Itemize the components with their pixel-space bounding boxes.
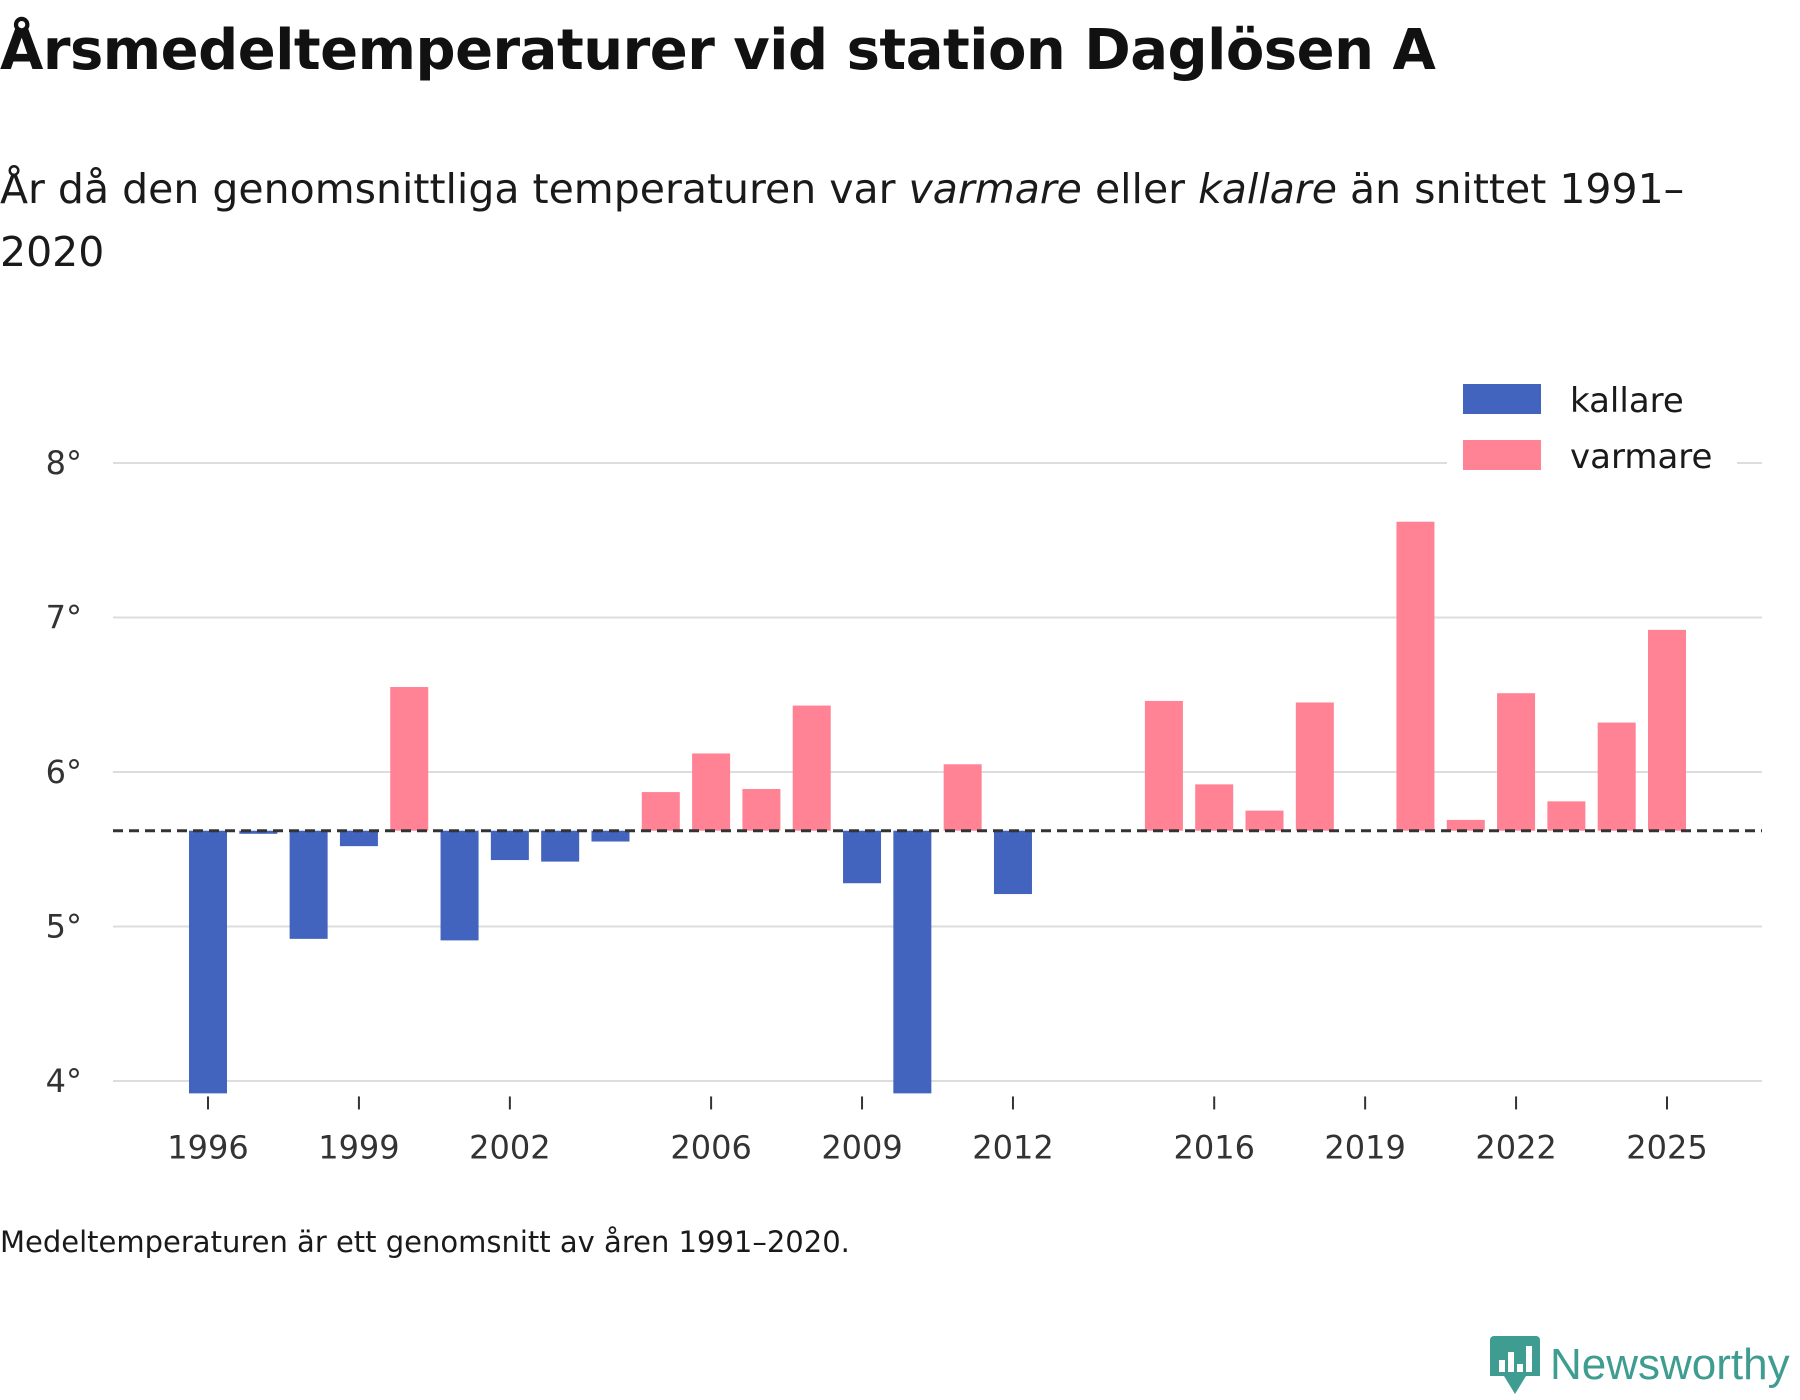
x-tick-label: 2009 xyxy=(821,1128,902,1166)
subtitle-colder-word: kallare xyxy=(1198,165,1337,213)
x-tick-label: 2019 xyxy=(1324,1128,1405,1166)
bar-2004 xyxy=(591,830,630,842)
x-tick-label: 2022 xyxy=(1475,1128,1556,1166)
legend-swatch-colder xyxy=(1463,384,1541,414)
bar-1999 xyxy=(339,830,378,847)
bar-2016 xyxy=(1195,784,1234,831)
x-tick-label: 1999 xyxy=(318,1128,399,1166)
bar-2021 xyxy=(1446,819,1485,831)
x-tick-label: 2012 xyxy=(972,1128,1053,1166)
bar-2022 xyxy=(1497,693,1536,831)
bar-2015 xyxy=(1144,700,1183,831)
legend-label-colder: kallare xyxy=(1570,381,1684,421)
y-tick-label: 8° xyxy=(46,444,82,482)
y-tick-label: 5° xyxy=(46,908,82,946)
subtitle-warmer-word: varmare xyxy=(908,165,1082,213)
x-tick-label: 2016 xyxy=(1173,1128,1254,1166)
subtitle-part-2: eller xyxy=(1081,165,1199,213)
x-tick-label: 1996 xyxy=(167,1128,248,1166)
x-tick-label: 2006 xyxy=(670,1128,751,1166)
x-axis: 1996 1999 2002 2006 2009 2012 2016 2019 2022 2025 xyxy=(167,1096,1708,1166)
bar-1997 xyxy=(239,830,278,834)
y-tick-label: 6° xyxy=(46,753,82,791)
y-gridlines xyxy=(113,462,1762,1082)
bar-1996 xyxy=(189,830,227,1094)
bar-2009 xyxy=(843,830,882,884)
bar-2020 xyxy=(1396,521,1435,831)
legend-swatch-warmer xyxy=(1463,440,1541,470)
footnote: Medeltemperaturen är ett genomsnitt av å… xyxy=(0,1225,850,1259)
legend-label-warmer: varmare xyxy=(1570,437,1712,477)
bar-2024 xyxy=(1597,722,1636,831)
bar-2006 xyxy=(692,753,731,831)
bar-2011 xyxy=(943,764,982,831)
chart-title: Årsmedeltemperaturer vid station Daglöse… xyxy=(0,18,1436,83)
bar-2003 xyxy=(541,830,580,862)
bar-2008 xyxy=(792,705,831,831)
x-tick-label: 2025 xyxy=(1626,1128,1707,1166)
bar-2002 xyxy=(490,830,529,861)
newsworthy-logo-icon xyxy=(1490,1336,1540,1394)
newsworthy-brand[interactable]: Newsworthy xyxy=(1490,1336,1790,1394)
y-axis: 4° 5° 6° 7° 8° xyxy=(46,444,82,1100)
bar-2023 xyxy=(1547,801,1586,831)
bar-1998 xyxy=(289,830,328,939)
bars xyxy=(189,521,1686,1094)
brand-name: Newsworthy xyxy=(1550,1340,1790,1389)
bar-2007 xyxy=(742,788,781,831)
legend: kallare varmare xyxy=(1447,372,1737,482)
bar-2010 xyxy=(893,830,932,1094)
y-tick-label: 7° xyxy=(46,599,82,637)
bar-2012 xyxy=(993,830,1032,895)
y-tick-label: 4° xyxy=(46,1062,82,1100)
bar-2017 xyxy=(1245,810,1284,831)
subtitle-part-1: År då den genomsnittliga temperaturen va… xyxy=(0,165,909,213)
chart-subtitle: År då den genomsnittliga temperaturen va… xyxy=(0,158,1700,284)
bar-2000 xyxy=(390,687,429,831)
bar-2025 xyxy=(1648,629,1686,831)
bar-2001 xyxy=(440,830,479,941)
x-tick-label: 2002 xyxy=(469,1128,550,1166)
bar-2018 xyxy=(1295,702,1334,831)
bar-2005 xyxy=(641,792,680,831)
subtitle-part-3: än snittet 1991–2020 xyxy=(0,165,1685,276)
